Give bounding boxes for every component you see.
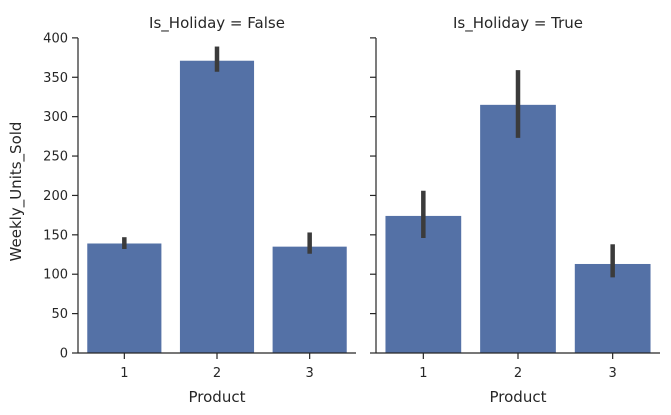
x-tick-label: 1 bbox=[419, 366, 427, 381]
y-tick-label: 50 bbox=[51, 307, 68, 322]
facet-panel-2: 1 2 3 Is_Holiday = True Product bbox=[370, 14, 660, 406]
y-tick-label: 300 bbox=[43, 110, 68, 125]
bar-product-1 bbox=[385, 215, 462, 353]
y-tick-label: 150 bbox=[43, 228, 68, 243]
bar-product-1 bbox=[87, 243, 162, 353]
y-tick-label: 0 bbox=[60, 347, 68, 362]
x-tick-label: 3 bbox=[306, 366, 314, 381]
bar-product-2 bbox=[480, 104, 556, 353]
facet-panel-1: 0 50 100 150 200 250 300 350 400 1 2 3 Is_Holiday = … bbox=[43, 14, 356, 406]
x-axis-label: Product bbox=[490, 388, 547, 406]
x-tick-label: 3 bbox=[609, 366, 617, 381]
x-tick-label: 2 bbox=[213, 366, 221, 381]
y-tick-label: 100 bbox=[43, 268, 68, 283]
panel-title: Is_Holiday = True bbox=[453, 14, 583, 33]
panel-title: Is_Holiday = False bbox=[149, 14, 285, 33]
y-axis-label: Weekly_Units_Sold bbox=[7, 122, 26, 262]
bar-product-2 bbox=[179, 60, 255, 353]
y-tick-label: 200 bbox=[43, 189, 68, 204]
y-tick-label: 350 bbox=[43, 71, 68, 86]
y-tick-label: 400 bbox=[43, 31, 68, 46]
x-axis-label: Product bbox=[189, 388, 246, 406]
y-tick-label: 250 bbox=[43, 150, 68, 165]
x-tick-label: 1 bbox=[120, 366, 128, 381]
bar-product-3 bbox=[574, 263, 651, 353]
bar-product-3 bbox=[272, 246, 347, 353]
x-tick-label: 2 bbox=[514, 366, 522, 381]
